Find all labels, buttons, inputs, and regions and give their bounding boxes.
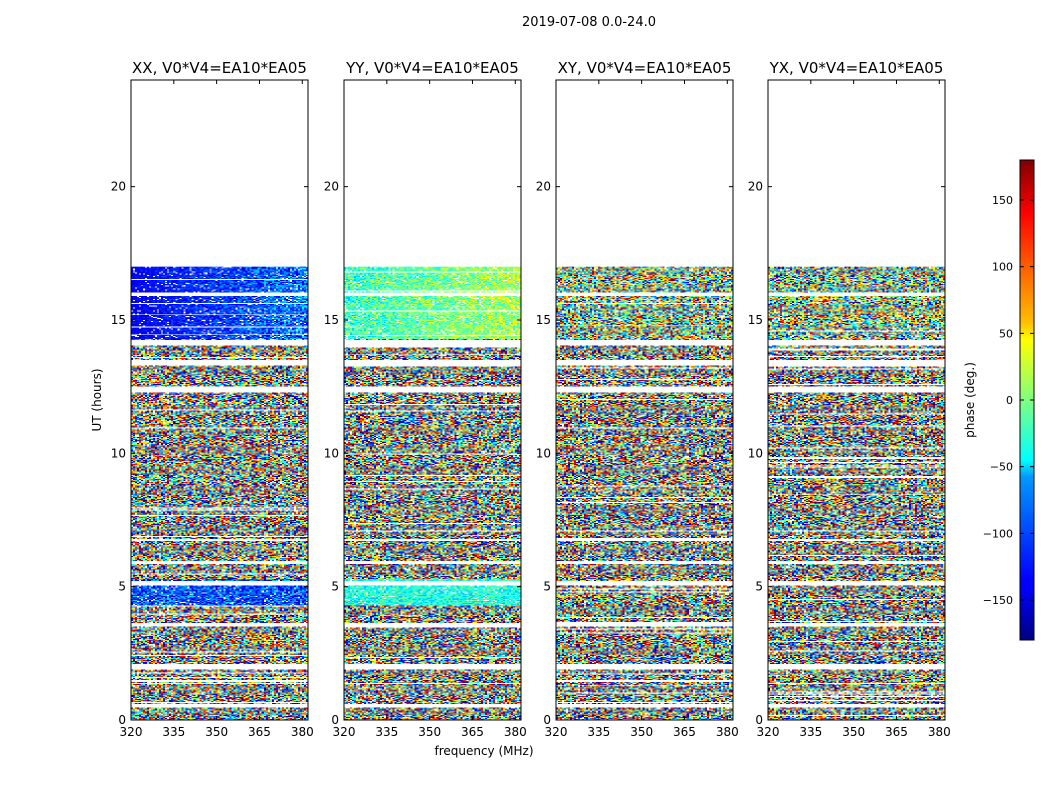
y-tick-label: 15 <box>111 313 126 327</box>
y-tick-label: 20 <box>111 180 126 194</box>
y-tick-label: 15 <box>748 313 763 327</box>
y-tick-label: 10 <box>111 446 126 460</box>
x-tick-label: 335 <box>799 725 822 739</box>
x-tick-label: 320 <box>545 725 568 739</box>
x-tick-label: 380 <box>504 725 527 739</box>
x-tick-label: 380 <box>928 725 951 739</box>
phase-heatmap <box>344 266 521 720</box>
panel-title: YY, V0*V4=EA10*EA05 <box>345 59 519 77</box>
panel-xy: XY, V0*V4=EA10*EA05 320 335 350 365 380 0 5 10 15… <box>536 59 739 739</box>
y-tick-label: 15 <box>324 313 339 327</box>
y-tick-label: 5 <box>118 580 126 594</box>
x-tick-label: 350 <box>842 725 865 739</box>
y-tick-label: 20 <box>536 180 551 194</box>
x-tick-label: 350 <box>205 725 228 739</box>
y-tick-label: 5 <box>331 580 339 594</box>
panel-title: XY, V0*V4=EA10*EA05 <box>558 59 732 77</box>
x-tick-label: 335 <box>587 725 610 739</box>
x-tick-label: 365 <box>885 725 908 739</box>
y-tick-label: 5 <box>755 580 763 594</box>
colorbar-tick-label: 100 <box>992 261 1013 274</box>
y-tick-label: 0 <box>118 713 126 727</box>
panel-title: YX, V0*V4=EA10*EA05 <box>769 59 944 77</box>
panel-frame <box>343 79 522 721</box>
panel-frame <box>555 79 734 721</box>
x-tick-label: 380 <box>291 725 314 739</box>
panel-title: XX, V0*V4=EA10*EA05 <box>132 59 307 77</box>
phase-heatmap <box>768 266 945 720</box>
y-tick-label: 20 <box>748 180 763 194</box>
figure-suptitle: 2019-07-08 0.0-24.0 <box>522 15 656 30</box>
y-tick-label: 0 <box>543 713 551 727</box>
x-tick-label: 350 <box>418 725 441 739</box>
x-tick-label: 320 <box>120 725 143 739</box>
phase-heatmap <box>131 266 308 720</box>
y-axis-label: UT (hours) <box>90 368 104 431</box>
x-tick-label: 365 <box>461 725 484 739</box>
x-tick-label: 320 <box>333 725 356 739</box>
y-tick-label: 15 <box>536 313 551 327</box>
panel-yy: YY, V0*V4=EA10*EA05 320 335 350 365 380 0 5 10 15… <box>324 59 527 739</box>
y-tick-label: 0 <box>331 713 339 727</box>
x-axis-label: frequency (MHz) <box>434 744 533 758</box>
x-tick-label: 335 <box>162 725 185 739</box>
y-tick-label: 10 <box>748 446 763 460</box>
colorbar-tick-label: 50 <box>999 327 1013 340</box>
colorbar-tick-label: 150 <box>992 194 1013 207</box>
colorbar: −150 −100 −50 0 50 100 150 phase (deg.) <box>963 159 1035 641</box>
y-tick-label: 10 <box>536 446 551 460</box>
colorbar-tick-label: −150 <box>983 594 1013 607</box>
colorbar-tick-label: −50 <box>990 461 1013 474</box>
y-tick-label: 20 <box>324 180 339 194</box>
y-tick-label: 10 <box>324 446 339 460</box>
x-tick-label: 380 <box>716 725 739 739</box>
panel-frame <box>767 79 946 721</box>
x-tick-label: 335 <box>375 725 398 739</box>
colorbar-ticks: −150 −100 −50 0 50 100 150 <box>983 194 1034 607</box>
x-tick-label: 365 <box>673 725 696 739</box>
x-tick-label: 365 <box>248 725 271 739</box>
colorbar-label: phase (deg.) <box>963 362 977 438</box>
phase-heatmap <box>556 266 733 720</box>
colorbar-tick-label: −100 <box>983 527 1013 540</box>
x-tick-label: 320 <box>757 725 780 739</box>
panel-yx: YX, V0*V4=EA10*EA05 320 335 350 365 380 0 5 10 15… <box>748 59 951 739</box>
panel-xx: XX, V0*V4=EA10*EA05 320 335 350 365 380 0 5 10 15… <box>111 59 314 739</box>
colorbar-tick-label: 0 <box>1006 394 1013 407</box>
y-tick-label: 5 <box>543 580 551 594</box>
panel-frame <box>130 79 309 721</box>
y-tick-label: 0 <box>755 713 763 727</box>
panels: XX, V0*V4=EA10*EA05 320 335 350 365 380 0 5 10 15… <box>111 59 951 739</box>
x-tick-label: 350 <box>630 725 653 739</box>
